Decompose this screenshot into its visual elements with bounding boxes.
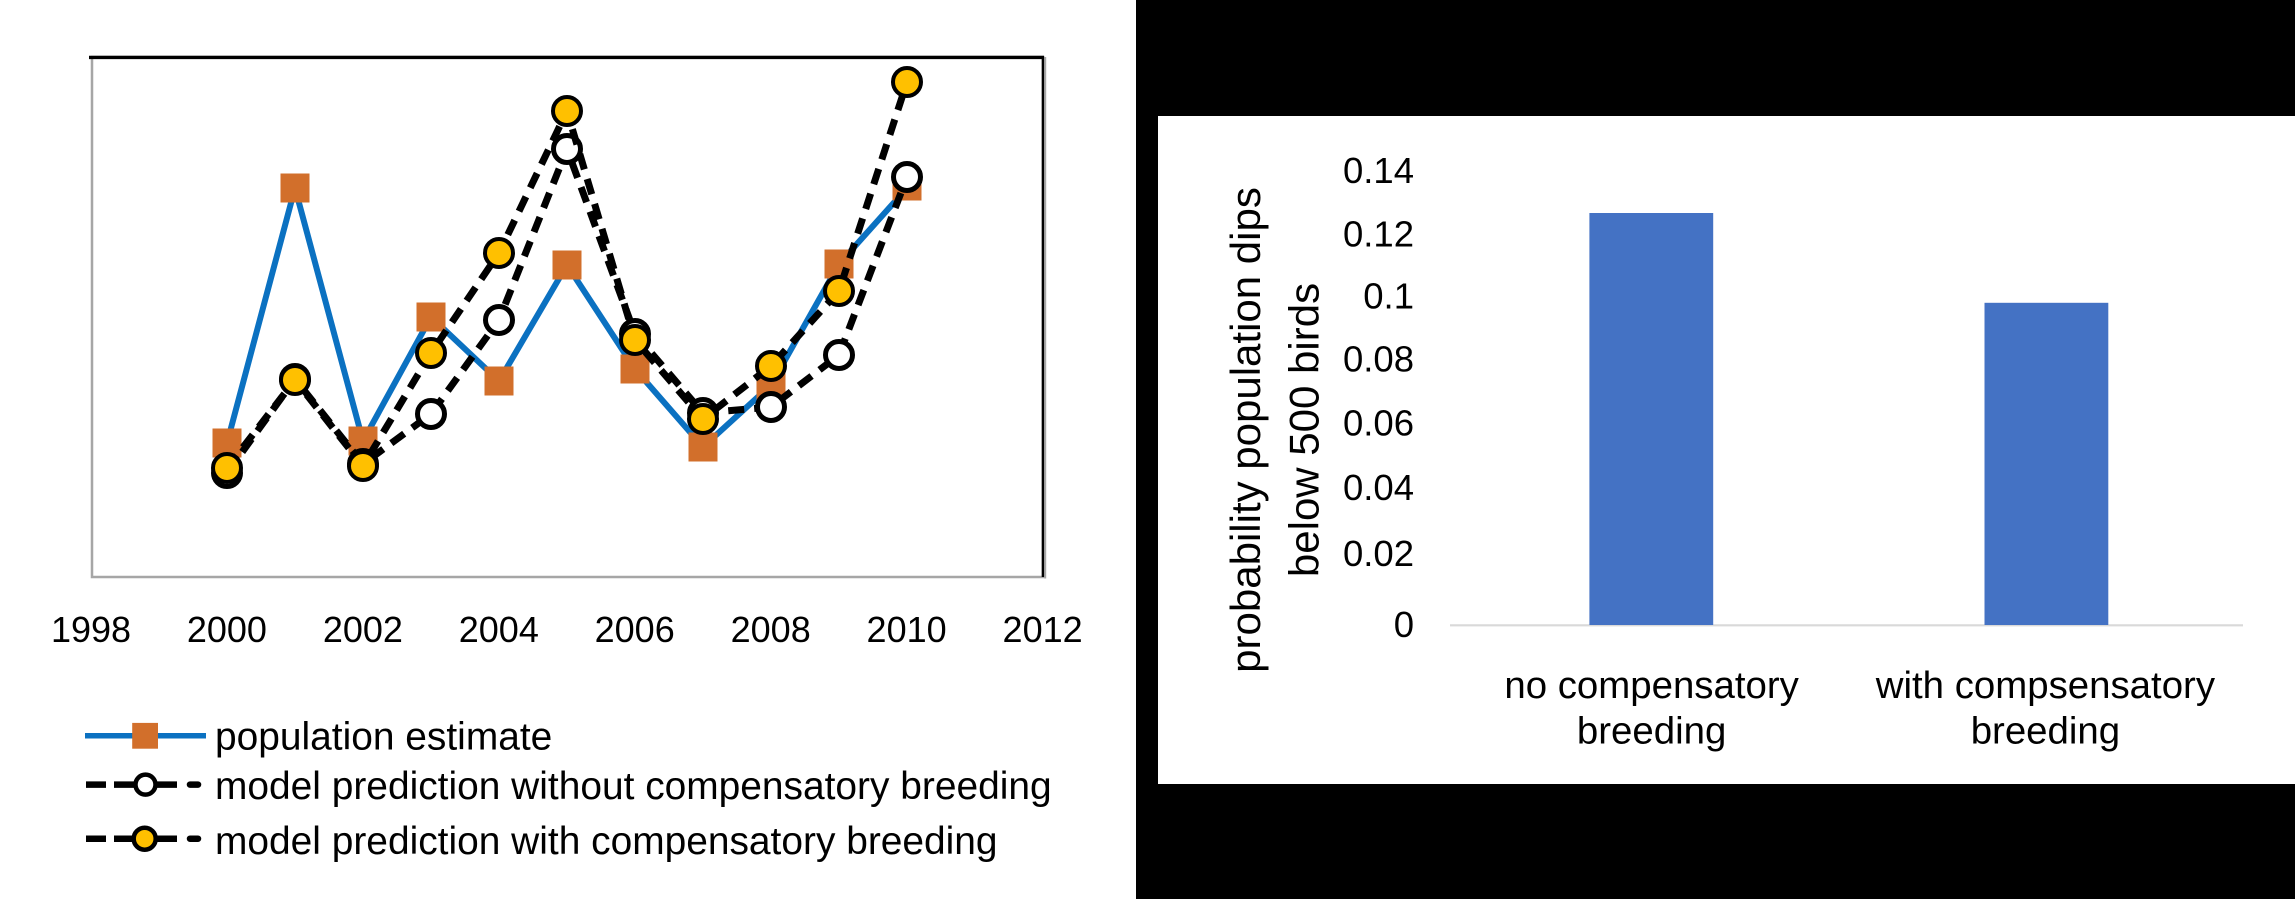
svg-text:0.12: 0.12	[1343, 214, 1414, 255]
svg-text:model prediction with compensa: model prediction with compensatory breed…	[215, 820, 998, 863]
svg-text:population estimate: population estimate	[215, 715, 552, 758]
svg-text:with compsensatory: with compsensatory	[1875, 664, 2216, 707]
svg-text:0.08: 0.08	[1343, 339, 1414, 380]
svg-text:0: 0	[1394, 604, 1414, 645]
svg-text:2000: 2000	[187, 609, 267, 650]
svg-text:probability population dips: probability population dips	[1222, 187, 1269, 673]
svg-text:2006: 2006	[595, 609, 675, 650]
svg-text:breeding: breeding	[1971, 710, 2120, 753]
svg-text:2010: 2010	[867, 609, 947, 650]
svg-text:0.06: 0.06	[1343, 402, 1414, 443]
svg-text:breeding: breeding	[1577, 710, 1726, 753]
svg-text:2002: 2002	[323, 609, 403, 650]
svg-text:0.14: 0.14	[1343, 150, 1414, 191]
svg-text:2012: 2012	[1003, 609, 1083, 650]
svg-text:0.04: 0.04	[1343, 467, 1414, 508]
svg-text:0.1: 0.1	[1363, 276, 1414, 317]
svg-text:2008: 2008	[731, 609, 811, 650]
svg-text:2004: 2004	[459, 609, 539, 650]
svg-text:below 500 birds: below 500 birds	[1281, 283, 1328, 577]
svg-text:1998: 1998	[51, 609, 131, 650]
svg-text:model prediction without compe: model prediction without compensatory br…	[215, 765, 1052, 808]
svg-text:0.02: 0.02	[1343, 533, 1414, 574]
svg-text:no compensatory: no compensatory	[1504, 664, 1799, 707]
